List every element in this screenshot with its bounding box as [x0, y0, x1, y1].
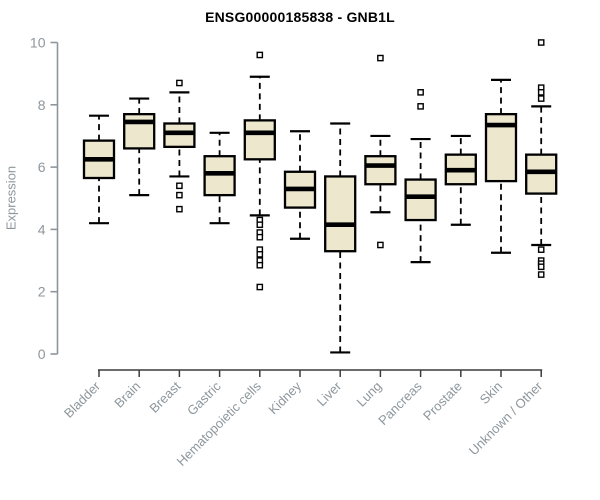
outlier-point [537, 39, 545, 46]
x-tick-label-brain: Brain [111, 379, 143, 411]
outlier-point [537, 95, 545, 102]
outlier-point [176, 205, 183, 213]
x-tick-label-pancreas: Pancreas [375, 378, 425, 428]
outlier-point [176, 79, 183, 87]
x-tick-label-kidney: Kidney [265, 378, 304, 417]
y-tick-label-2: 2 [38, 284, 46, 300]
x-tick-label-prostate: Prostate [420, 379, 465, 424]
boxplot-gastric [203, 131, 236, 225]
x-tick-label-lung: Lung [353, 379, 384, 410]
outlier-point [417, 103, 424, 110]
outlier-point [256, 233, 264, 241]
box-rect [243, 119, 276, 161]
x-tick-label-breast: Breast [146, 378, 183, 415]
boxplot-lung [364, 54, 397, 249]
boxplot-pancreas [404, 89, 437, 264]
x-tick-label-unknown-other: Unknown / Other [466, 378, 546, 458]
y-tick-label-10: 10 [30, 35, 46, 51]
y-tick-label-0: 0 [38, 346, 46, 362]
y-tick-label-8: 8 [38, 97, 46, 113]
boxplot-hematopoietic-cells [243, 51, 276, 291]
boxplot-unknown-other [525, 39, 558, 278]
outlier-point [537, 271, 545, 278]
outlier-point [417, 89, 424, 96]
boxplot-kidney [283, 130, 317, 240]
y-tick-label-4: 4 [38, 221, 46, 237]
boxplot-bladder [82, 114, 116, 225]
box-rect [123, 112, 156, 150]
boxplot-brain [123, 97, 156, 197]
x-tick-label-skin: Skin [477, 379, 505, 407]
outlier-point [537, 263, 545, 271]
boxplot-prostate [444, 134, 477, 226]
outlier-point [256, 261, 264, 269]
x-tick-label-gastric: Gastric [184, 378, 224, 418]
x-tick-label-liver: Liver [314, 378, 345, 409]
outlier-point [176, 191, 183, 199]
y-tick-label-6: 6 [38, 159, 46, 175]
box-rect [163, 122, 196, 149]
outlier-point [256, 283, 264, 291]
outlier-point [176, 182, 183, 190]
boxplot-skin [484, 78, 518, 254]
box-rect [324, 175, 357, 253]
outlier-point [377, 241, 384, 249]
outlier-point [537, 89, 545, 96]
boxplot-liver [324, 122, 357, 354]
outlier-point [256, 251, 264, 258]
chart-title: ENSG00000185838 - GNB1L [205, 9, 395, 25]
box-rect [404, 178, 437, 222]
outlier-point [256, 51, 264, 59]
outlier-point [377, 54, 384, 62]
box-rect [364, 155, 397, 186]
x-tick-label-bladder: Bladder [61, 378, 104, 421]
box-rect [525, 153, 558, 195]
outlier-point [537, 246, 545, 253]
box-rect [203, 155, 236, 197]
outlier-point [256, 221, 264, 229]
boxplot-breast [163, 79, 196, 213]
